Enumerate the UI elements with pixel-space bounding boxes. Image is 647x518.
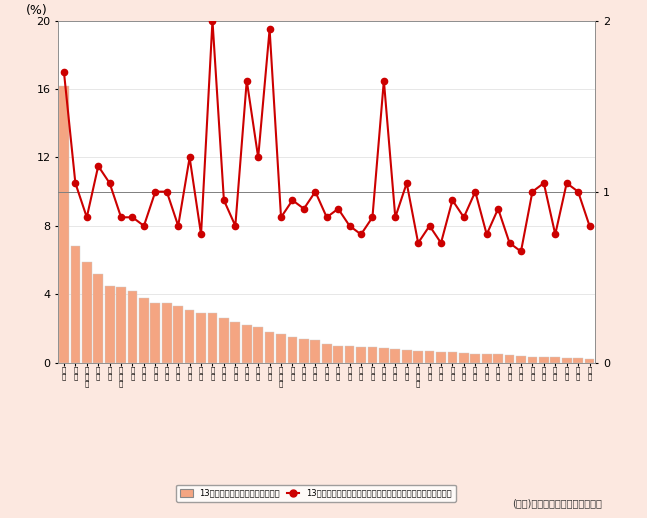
- Bar: [493, 354, 503, 363]
- Bar: [448, 352, 457, 363]
- Bar: [71, 247, 80, 363]
- Bar: [254, 327, 263, 363]
- Bar: [356, 347, 366, 363]
- Bar: [562, 358, 571, 363]
- Bar: [139, 298, 149, 363]
- Bar: [505, 355, 514, 363]
- Bar: [162, 303, 171, 363]
- Bar: [322, 344, 332, 363]
- Bar: [151, 303, 160, 363]
- Bar: [413, 351, 423, 363]
- Bar: [367, 347, 377, 363]
- Bar: [402, 350, 411, 363]
- Bar: [82, 262, 92, 363]
- Bar: [288, 337, 298, 363]
- Bar: [116, 287, 126, 363]
- Bar: [459, 353, 468, 363]
- Bar: [390, 349, 400, 363]
- Bar: [585, 359, 595, 363]
- Bar: [93, 274, 103, 363]
- Bar: [185, 310, 195, 363]
- Bar: [516, 356, 526, 363]
- Bar: [573, 358, 583, 363]
- Bar: [173, 306, 183, 363]
- Bar: [436, 352, 446, 363]
- Text: (出典)「情報流通センサス調査」: (出典)「情報流通センサス調査」: [512, 499, 602, 509]
- Bar: [311, 340, 320, 363]
- Bar: [345, 346, 355, 363]
- Bar: [333, 346, 343, 363]
- Bar: [127, 291, 137, 363]
- Legend: 13年度都道府県別シェア（左軸）, 13年度都道府県別１人当たり発信情報量の全国平均比（右軸）: 13年度都道府県別シェア（左軸）, 13年度都道府県別１人当たり発信情報量の全国…: [176, 485, 455, 502]
- Bar: [299, 339, 309, 363]
- Bar: [482, 354, 492, 363]
- Bar: [59, 85, 69, 363]
- Bar: [379, 348, 389, 363]
- Bar: [219, 318, 229, 363]
- Bar: [470, 354, 480, 363]
- Bar: [242, 325, 252, 363]
- Bar: [539, 356, 549, 363]
- Bar: [230, 322, 240, 363]
- Bar: [527, 356, 537, 363]
- Bar: [424, 352, 434, 363]
- Bar: [551, 357, 560, 363]
- Bar: [276, 334, 286, 363]
- Text: (%): (%): [26, 4, 48, 17]
- Bar: [196, 313, 206, 363]
- Bar: [105, 285, 115, 363]
- Bar: [265, 332, 274, 363]
- Bar: [208, 313, 217, 363]
